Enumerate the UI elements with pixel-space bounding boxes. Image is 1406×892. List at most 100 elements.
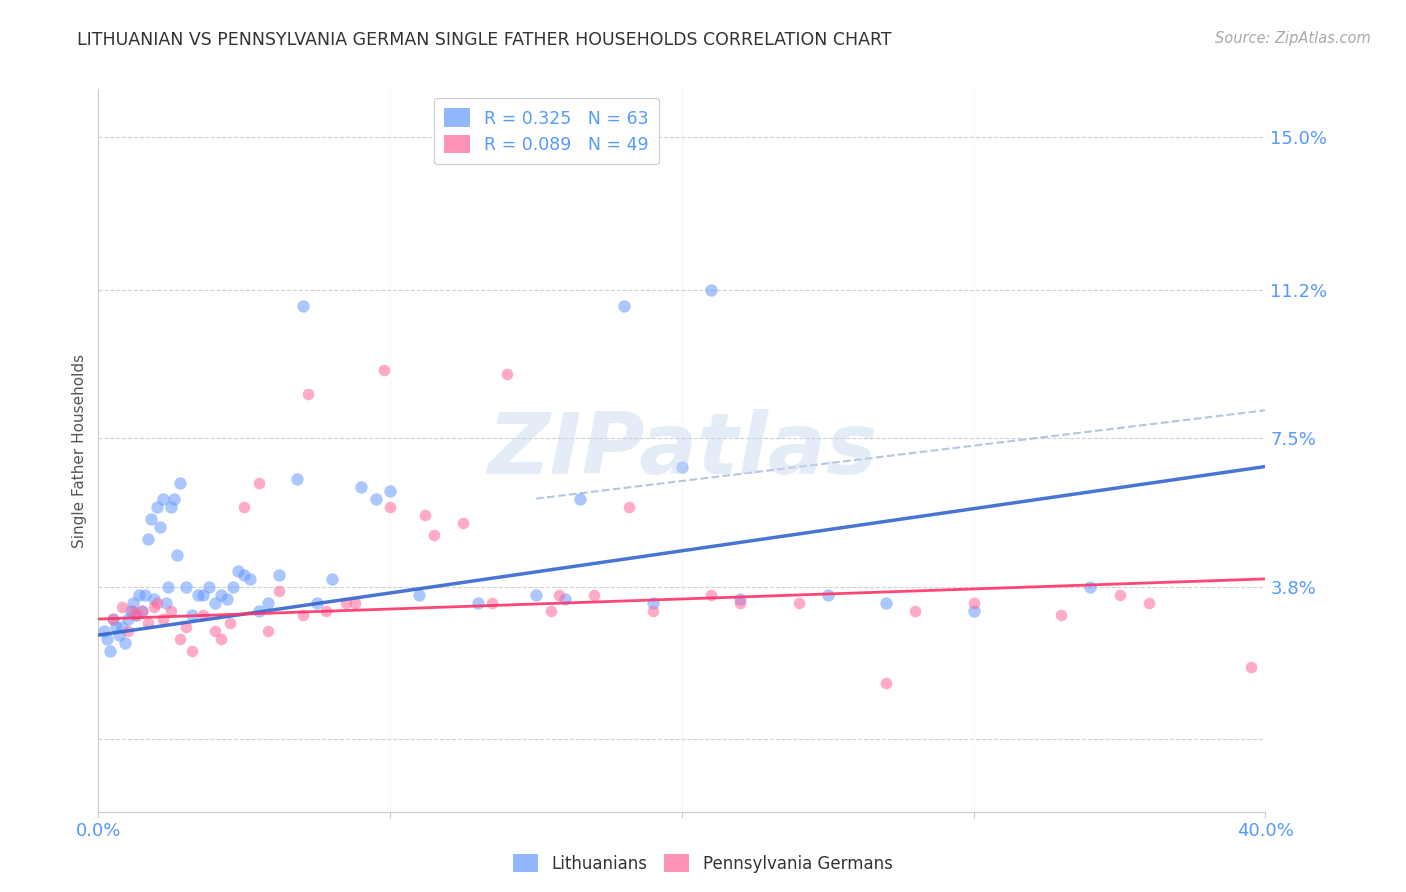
Point: [111, 620, 134, 634]
Point: [180, 644, 202, 658]
Point: [297, 387, 319, 401]
Point: [152, 491, 174, 506]
Point: [904, 604, 927, 618]
Point: [467, 596, 489, 610]
Point: [548, 588, 571, 602]
Point: [451, 516, 474, 530]
Point: [174, 580, 197, 594]
Point: [122, 604, 145, 618]
Point: [204, 596, 226, 610]
Point: [101, 612, 124, 626]
Point: [408, 588, 430, 602]
Point: [142, 599, 165, 614]
Point: [1080, 580, 1102, 594]
Point: [120, 604, 142, 618]
Point: [291, 608, 314, 623]
Point: [93, 624, 115, 639]
Point: [169, 632, 191, 646]
Point: [204, 624, 226, 639]
Point: [160, 604, 183, 618]
Point: [149, 519, 172, 533]
Legend: Lithuanians, Pennsylvania Germans: Lithuanians, Pennsylvania Germans: [506, 847, 900, 880]
Point: [117, 612, 139, 626]
Point: [247, 604, 270, 618]
Point: [700, 588, 723, 602]
Point: [125, 608, 148, 623]
Y-axis label: Single Father Households: Single Father Households: [72, 353, 87, 548]
Point: [215, 592, 238, 607]
Point: [875, 596, 897, 610]
Point: [163, 491, 186, 506]
Point: [166, 548, 188, 562]
Point: [146, 596, 169, 610]
Point: [96, 632, 118, 646]
Point: [101, 612, 124, 626]
Point: [233, 500, 256, 514]
Point: [1240, 660, 1263, 674]
Point: [554, 592, 576, 607]
Point: [193, 608, 215, 623]
Point: [180, 608, 202, 623]
Point: [157, 580, 180, 594]
Point: [221, 580, 243, 594]
Text: ZIPatlas: ZIPatlas: [486, 409, 877, 492]
Point: [209, 632, 232, 646]
Point: [641, 596, 664, 610]
Point: [612, 299, 634, 313]
Point: [380, 500, 402, 514]
Point: [315, 604, 337, 618]
Point: [1137, 596, 1160, 610]
Point: [335, 596, 357, 610]
Point: [817, 588, 839, 602]
Point: [568, 491, 591, 506]
Point: [174, 620, 197, 634]
Point: [285, 471, 308, 485]
Point: [269, 568, 291, 582]
Point: [524, 588, 547, 602]
Point: [218, 615, 240, 630]
Point: [380, 483, 402, 498]
Point: [142, 592, 165, 607]
Point: [269, 584, 291, 599]
Point: [152, 612, 174, 626]
Point: [307, 596, 329, 610]
Point: [291, 299, 314, 313]
Point: [875, 676, 897, 690]
Point: [128, 588, 150, 602]
Point: [125, 608, 148, 623]
Point: [108, 628, 131, 642]
Point: [111, 599, 134, 614]
Point: [373, 363, 395, 377]
Point: [423, 528, 446, 542]
Point: [117, 624, 139, 639]
Point: [700, 283, 723, 297]
Point: [131, 604, 153, 618]
Point: [169, 475, 191, 490]
Point: [209, 588, 232, 602]
Point: [787, 596, 810, 610]
Point: [962, 604, 984, 618]
Point: [583, 588, 606, 602]
Point: [228, 564, 250, 578]
Point: [198, 580, 221, 594]
Point: [247, 475, 270, 490]
Point: [481, 596, 503, 610]
Point: [136, 615, 159, 630]
Point: [671, 459, 693, 474]
Point: [619, 500, 641, 514]
Point: [540, 604, 562, 618]
Point: [239, 572, 262, 586]
Point: [187, 588, 209, 602]
Legend: R = 0.325   N = 63, R = 0.089   N = 49: R = 0.325 N = 63, R = 0.089 N = 49: [434, 98, 659, 164]
Point: [350, 480, 373, 494]
Point: [413, 508, 436, 522]
Point: [364, 491, 387, 506]
Point: [321, 572, 343, 586]
Point: [496, 368, 519, 382]
Text: Source: ZipAtlas.com: Source: ZipAtlas.com: [1215, 31, 1371, 46]
Point: [256, 596, 278, 610]
Point: [256, 624, 278, 639]
Point: [730, 592, 752, 607]
Point: [344, 596, 367, 610]
Point: [104, 620, 127, 634]
